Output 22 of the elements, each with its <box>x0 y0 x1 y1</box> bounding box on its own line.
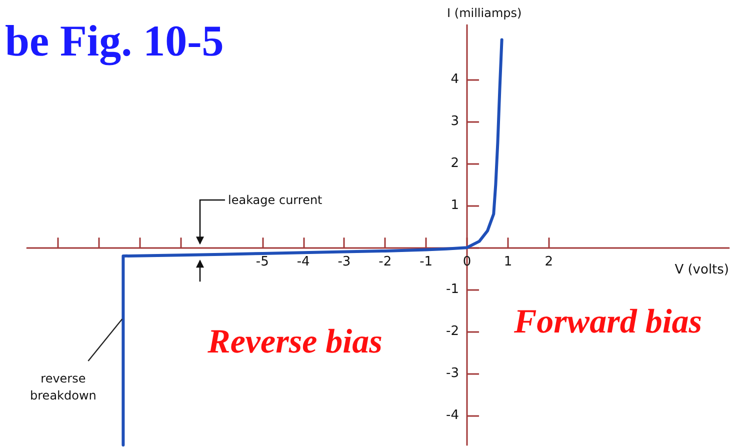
y-tick-label: -3 <box>446 366 460 382</box>
y-tick-label: 1 <box>450 198 460 214</box>
x-tick-label: -2 <box>378 254 392 270</box>
x-axis-title: V (volts) <box>674 262 730 278</box>
annotation: leakage current <box>228 193 323 207</box>
x-tick-label: -3 <box>338 254 351 270</box>
y-tick-label: 4 <box>450 72 460 88</box>
x-tick-label: -4 <box>296 254 310 270</box>
y-tick-label: -2 <box>446 324 460 340</box>
y-tick-label: -4 <box>446 408 460 424</box>
y-axis-title: I (milliamps) <box>447 6 522 20</box>
annotation: Forward bias <box>513 304 702 340</box>
x-tick-label: 2 <box>544 254 554 270</box>
annotation: reverse breakdown <box>30 372 96 402</box>
x-tick-label: -5 <box>256 254 269 270</box>
y-tick-label: -1 <box>446 282 460 298</box>
annotation: Reverse bias <box>206 324 382 360</box>
x-tick-label: -1 <box>420 254 433 270</box>
y-tick-label: 3 <box>450 114 460 130</box>
chart-title: be Fig. 10-5 <box>5 16 224 66</box>
y-tick-label: 2 <box>450 156 460 172</box>
x-tick-label: 1 <box>504 254 512 270</box>
